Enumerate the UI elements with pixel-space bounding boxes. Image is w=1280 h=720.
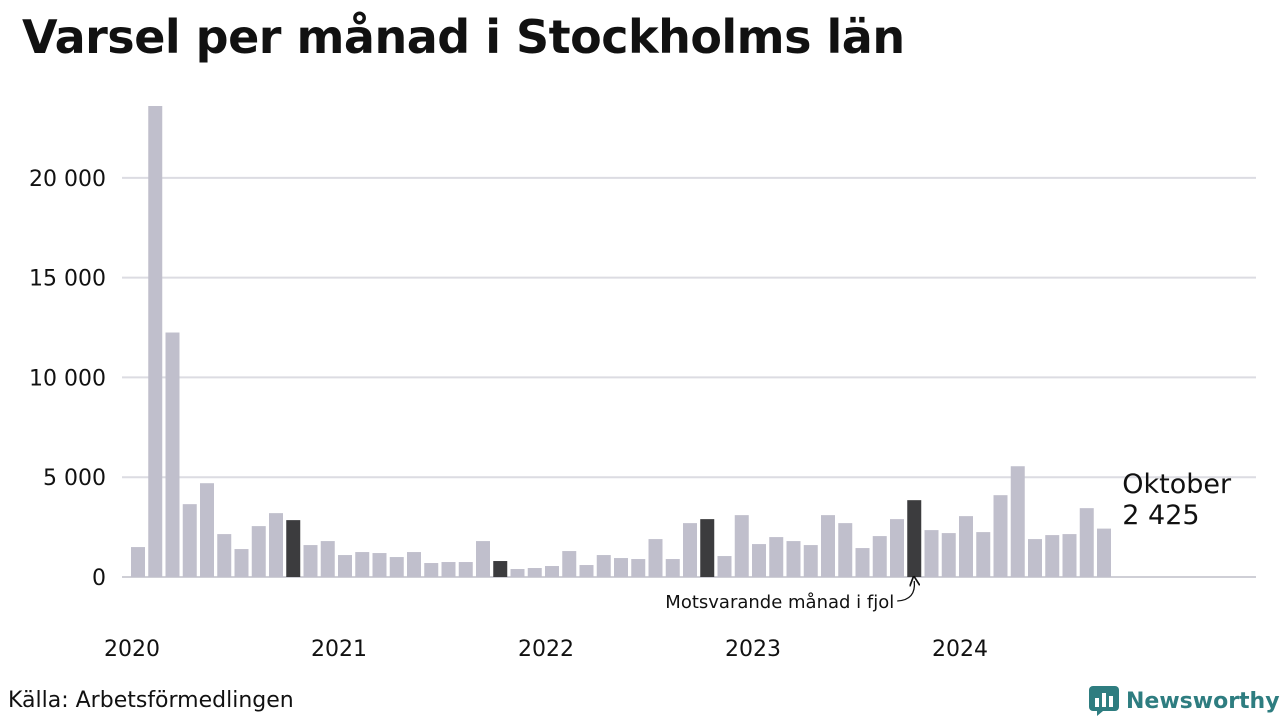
bar bbox=[338, 555, 352, 577]
bar bbox=[976, 532, 991, 577]
annotation-arrow bbox=[897, 581, 914, 602]
bar bbox=[872, 536, 887, 577]
bar bbox=[320, 541, 335, 577]
bar bbox=[596, 555, 611, 577]
bar bbox=[303, 545, 318, 577]
bar bbox=[545, 566, 559, 577]
x-year-label: 2020 bbox=[104, 637, 160, 662]
bar bbox=[510, 569, 525, 577]
bar bbox=[631, 559, 646, 577]
bar bbox=[665, 559, 680, 577]
bar bbox=[286, 520, 301, 577]
bar bbox=[941, 533, 956, 577]
bar bbox=[251, 526, 266, 577]
bar bbox=[890, 519, 904, 577]
bar bbox=[959, 516, 973, 577]
chart-title: Varsel per månad i Stockholms län bbox=[22, 10, 905, 64]
x-year-label: 2021 bbox=[311, 637, 367, 662]
bar bbox=[734, 515, 749, 577]
y-tick-label: 0 bbox=[92, 566, 106, 591]
bar bbox=[752, 544, 766, 577]
bar bbox=[148, 106, 163, 577]
bar bbox=[614, 558, 628, 577]
x-year-label: 2022 bbox=[518, 637, 574, 662]
y-tick-label: 10 000 bbox=[29, 366, 106, 391]
bar bbox=[579, 565, 594, 577]
y-tick-label: 20 000 bbox=[29, 167, 106, 192]
bar bbox=[1062, 534, 1077, 577]
bar bbox=[1097, 528, 1111, 577]
previous-year-label: Motsvarande månad i fjol bbox=[665, 592, 894, 613]
bar bbox=[165, 332, 180, 577]
bar bbox=[648, 539, 663, 577]
bar bbox=[217, 534, 232, 577]
bar bbox=[458, 562, 473, 577]
bar bbox=[700, 519, 715, 577]
y-tick-label: 15 000 bbox=[29, 267, 106, 292]
newsworthy-logo-icon bbox=[1089, 686, 1119, 716]
bar bbox=[234, 549, 249, 577]
bar bbox=[355, 552, 370, 577]
x-year-label: 2024 bbox=[932, 637, 988, 662]
y-tick-label: 5 000 bbox=[43, 466, 106, 491]
current-value-label: 2 425 bbox=[1122, 500, 1199, 531]
bar bbox=[372, 553, 387, 577]
bar bbox=[1079, 508, 1094, 577]
bar bbox=[838, 523, 853, 577]
brand-name: Newsworthy bbox=[1126, 688, 1280, 714]
bar bbox=[1028, 539, 1042, 577]
bar bbox=[1010, 466, 1025, 577]
bar bbox=[493, 561, 508, 577]
current-month-label: Oktober bbox=[1122, 469, 1232, 500]
bar bbox=[855, 548, 870, 577]
bar bbox=[424, 563, 439, 577]
bar bbox=[527, 568, 542, 577]
bar bbox=[821, 515, 835, 577]
bar bbox=[924, 530, 939, 577]
bar bbox=[182, 504, 197, 577]
bar bbox=[476, 541, 490, 577]
axis-labels: 0 5 000 10 000 15 000 20 000 2020 2021 2022 2023… bbox=[29, 167, 988, 662]
bar bbox=[803, 545, 818, 577]
bar bbox=[907, 500, 922, 577]
bars bbox=[131, 106, 1111, 577]
bar bbox=[717, 556, 732, 577]
bar bbox=[769, 537, 784, 577]
bar bbox=[131, 547, 145, 577]
bar bbox=[993, 495, 1008, 577]
bar bbox=[683, 523, 697, 577]
bar bbox=[1045, 535, 1060, 577]
source-note: Källa: Arbetsförmedlingen bbox=[8, 688, 294, 713]
bar bbox=[441, 562, 456, 577]
bar bbox=[786, 541, 801, 577]
x-year-label: 2023 bbox=[725, 637, 781, 662]
bar bbox=[269, 513, 283, 577]
brand-logo[interactable]: Newsworthy bbox=[1088, 685, 1280, 717]
bar bbox=[562, 551, 577, 577]
bar bbox=[200, 483, 214, 577]
bar bbox=[389, 557, 404, 577]
bar bbox=[407, 552, 421, 577]
